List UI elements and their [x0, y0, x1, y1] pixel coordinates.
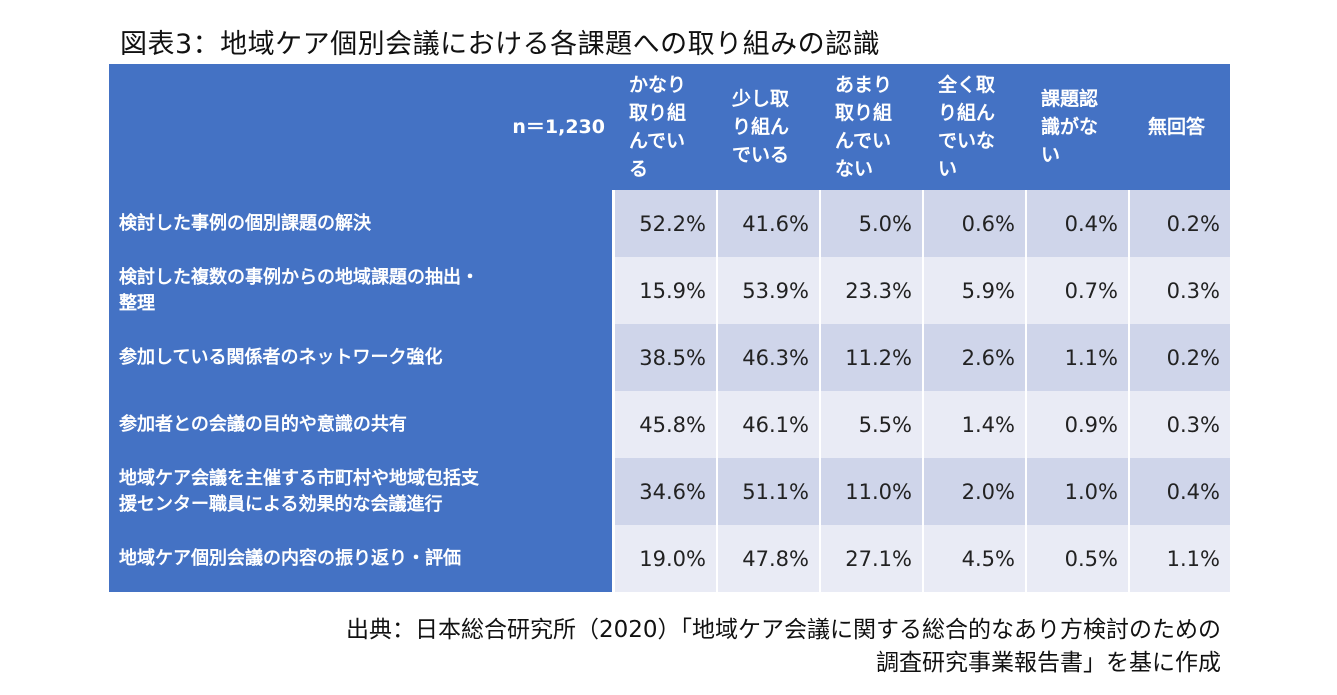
- column-header-line: 無回答: [1148, 116, 1206, 138]
- table-cell: 5.9%: [924, 257, 1027, 324]
- table-cell: 1.0%: [1027, 458, 1130, 525]
- table-cell: 46.1%: [718, 391, 821, 458]
- column-header: 少し取 り組ん でいる: [718, 64, 821, 190]
- table-cell: 4.5%: [924, 525, 1027, 592]
- source-line: 調査研究事業報告書」を基に作成: [876, 650, 1221, 676]
- row-label-line: 参加者との会議の目的や意識の共有: [119, 413, 407, 435]
- table-cell: 0.4%: [1027, 190, 1130, 257]
- sample-size-label: n＝1,230: [109, 64, 615, 190]
- column-header: 全く取 り組ん でいな い: [924, 64, 1027, 190]
- row-label: 参加している関係者のネットワーク強化: [109, 324, 615, 391]
- table-cell: 0.2%: [1130, 190, 1230, 257]
- row-label: 地域ケア個別会議の内容の振り返り・評価: [109, 525, 615, 592]
- column-header: あまり 取り組 んでい ない: [821, 64, 924, 190]
- row-label-line: 検討した事例の個別課題の解決: [119, 212, 371, 234]
- column-header-line: り組ん: [938, 102, 996, 124]
- table-cell: 46.3%: [718, 324, 821, 391]
- table-row: 地域ケア個別会議の内容の振り返り・評価 19.0% 47.8% 27.1% 4.…: [109, 525, 1230, 592]
- column-header-line: 全く取: [938, 74, 996, 96]
- table-cell: 5.5%: [821, 391, 924, 458]
- column-header: 課題認 識がな い: [1027, 64, 1130, 190]
- table-cell: 0.9%: [1027, 391, 1130, 458]
- table-cell: 2.6%: [924, 324, 1027, 391]
- row-label-line: 整理: [119, 292, 155, 314]
- table-cell: 0.3%: [1130, 391, 1230, 458]
- column-header-line: でいる: [732, 144, 790, 166]
- column-header-line: 課題認: [1041, 88, 1099, 110]
- column-header-line: かなり: [629, 74, 687, 96]
- column-header-line: る: [629, 158, 649, 180]
- row-label-line: 検討した複数の事例からの地域課題の抽出・: [119, 266, 479, 288]
- table-cell: 1.1%: [1130, 525, 1230, 592]
- table-cell: 52.2%: [615, 190, 718, 257]
- table-cell: 53.9%: [718, 257, 821, 324]
- table-cell: 51.1%: [718, 458, 821, 525]
- table-row: 検討した事例の個別課題の解決 52.2% 41.6% 5.0% 0.6% 0.4…: [109, 190, 1230, 257]
- table-cell: 15.9%: [615, 257, 718, 324]
- column-header: かなり 取り組 んでい る: [615, 64, 718, 190]
- column-header: 無回答: [1130, 64, 1230, 190]
- row-label-line: 地域ケア個別会議の内容の振り返り・評価: [119, 547, 461, 569]
- table-cell: 11.2%: [821, 324, 924, 391]
- row-label: 地域ケア会議を主催する市町村や地域包括支 援センター職員による効果的な会議進行: [109, 458, 615, 525]
- table-cell: 27.1%: [821, 525, 924, 592]
- table-cell: 45.8%: [615, 391, 718, 458]
- table-cell: 41.6%: [718, 190, 821, 257]
- row-label: 参加者との会議の目的や意識の共有: [109, 391, 615, 458]
- data-table: n＝1,230 かなり 取り組 んでい る 少し取 り組ん でいる あまり 取り…: [109, 64, 1230, 592]
- table-row: 地域ケア会議を主催する市町村や地域包括支 援センター職員による効果的な会議進行 …: [109, 458, 1230, 525]
- column-header-line: 取り組: [835, 102, 893, 124]
- table-cell: 2.0%: [924, 458, 1027, 525]
- table-row: 参加している関係者のネットワーク強化 38.5% 46.3% 11.2% 2.6…: [109, 324, 1230, 391]
- row-label: 検討した複数の事例からの地域課題の抽出・ 整理: [109, 257, 615, 324]
- column-header-line: 取り組: [629, 102, 687, 124]
- header-row: n＝1,230 かなり 取り組 んでい る 少し取 り組ん でいる あまり 取り…: [109, 64, 1230, 190]
- row-label-line: 参加している関係者のネットワーク強化: [119, 346, 443, 368]
- row-label-line: 援センター職員による効果的な会議進行: [119, 493, 443, 515]
- table-cell: 0.7%: [1027, 257, 1130, 324]
- table-cell: 0.3%: [1130, 257, 1230, 324]
- table-cell: 34.6%: [615, 458, 718, 525]
- chart-title: 図表3：地域ケア個別会議における各課題への取り組みの認識: [120, 29, 881, 60]
- column-header-line: い: [938, 158, 958, 180]
- table-cell: 38.5%: [615, 324, 718, 391]
- table-row: 検討した複数の事例からの地域課題の抽出・ 整理 15.9% 53.9% 23.3…: [109, 257, 1230, 324]
- source-line: 出典：日本総合研究所（2020）「地域ケア会議に関する総合的なあり方検討のための: [345, 617, 1221, 643]
- table-cell: 0.4%: [1130, 458, 1230, 525]
- table-cell: 23.3%: [821, 257, 924, 324]
- table-cell: 0.2%: [1130, 324, 1230, 391]
- column-header-line: でいな: [938, 130, 996, 152]
- table-cell: 0.6%: [924, 190, 1027, 257]
- column-header-line: り組ん: [732, 116, 790, 138]
- column-header-line: ない: [835, 158, 874, 180]
- column-header-line: んでい: [629, 130, 686, 152]
- column-header-line: い: [1041, 144, 1061, 166]
- table-cell: 47.8%: [718, 525, 821, 592]
- column-header-line: んでい: [835, 130, 892, 152]
- table-cell: 1.1%: [1027, 324, 1130, 391]
- column-header-line: 少し取: [732, 88, 790, 110]
- table-row: 参加者との会議の目的や意識の共有 45.8% 46.1% 5.5% 1.4% 0…: [109, 391, 1230, 458]
- source-note: 出典：日本総合研究所（2020）「地域ケア会議に関する総合的なあり方検討のための…: [346, 614, 1221, 680]
- row-label: 検討した事例の個別課題の解決: [109, 190, 615, 257]
- table-cell: 0.5%: [1027, 525, 1130, 592]
- table-cell: 1.4%: [924, 391, 1027, 458]
- table-cell: 11.0%: [821, 458, 924, 525]
- table-cell: 5.0%: [821, 190, 924, 257]
- table-cell: 19.0%: [615, 525, 718, 592]
- column-header-line: あまり: [835, 74, 893, 96]
- row-label-line: 地域ケア会議を主催する市町村や地域包括支: [119, 467, 479, 489]
- column-header-line: 識がな: [1041, 116, 1099, 138]
